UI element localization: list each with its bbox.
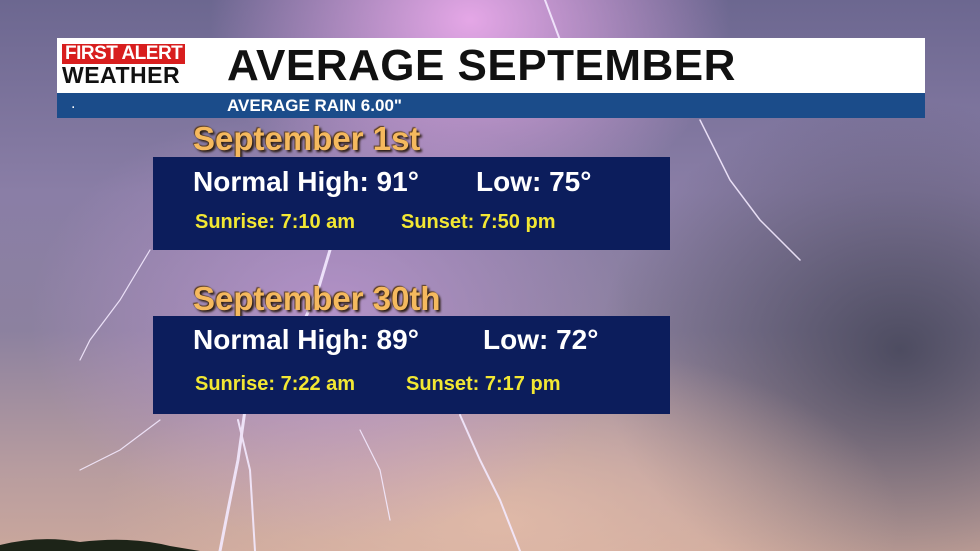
lightning-bolt bbox=[359, 429, 391, 521]
day-heading-sept-1: September 1st bbox=[193, 120, 421, 157]
day-panel-sept-30: Normal High: 89° Low: 72° Sunrise: 7:22 … bbox=[153, 316, 670, 414]
sunrise: Sunrise: 7:22 am bbox=[195, 373, 356, 395]
lightning-bolt bbox=[79, 249, 151, 361]
subtitle-bar: . AVERAGE RAIN 6.00" bbox=[57, 93, 925, 118]
treeline bbox=[0, 539, 200, 551]
day-panel-sept-1: Normal High: 91° Low: 75° Sunrise: 7:10 … bbox=[153, 157, 670, 250]
sunset: Sunset: 7:50 pm bbox=[401, 211, 556, 233]
normal-high: Normal High: 91° bbox=[193, 166, 419, 197]
lightning-bolt bbox=[459, 414, 521, 551]
first-alert-weather-logo: FIRST ALERT WEATHER bbox=[62, 44, 202, 88]
normal-low: Low: 75° bbox=[476, 166, 592, 197]
day-heading-sept-30: September 30th bbox=[193, 280, 441, 317]
average-rain: AVERAGE RAIN 6.00" bbox=[227, 96, 402, 115]
lightning-bolt bbox=[699, 119, 801, 261]
sunset: Sunset: 7:17 pm bbox=[406, 373, 561, 395]
logo-weather: WEATHER bbox=[62, 62, 181, 88]
normal-low: Low: 72° bbox=[483, 324, 599, 355]
logo-first-alert: FIRST ALERT bbox=[62, 44, 186, 64]
normal-high: Normal High: 89° bbox=[193, 324, 419, 355]
page-title: AVERAGE SEPTEMBER bbox=[227, 41, 736, 90]
sunrise: Sunrise: 7:10 am bbox=[195, 211, 356, 233]
subtitle-dot: . bbox=[71, 95, 76, 112]
title-bar: FIRST ALERT WEATHER AVERAGE SEPTEMBER bbox=[57, 38, 925, 93]
lightning-bolt bbox=[79, 419, 161, 471]
lightning-bolt bbox=[237, 419, 256, 551]
